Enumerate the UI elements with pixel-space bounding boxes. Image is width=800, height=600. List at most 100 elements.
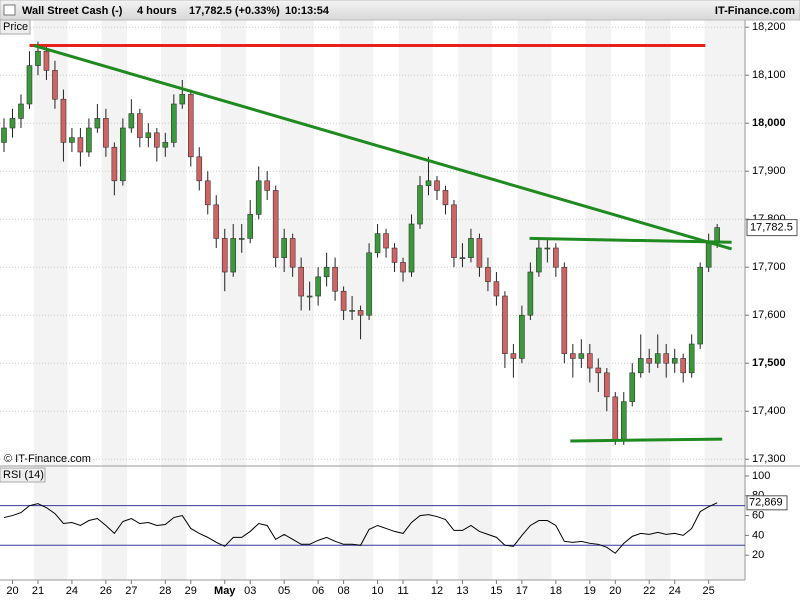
candle-body — [111, 146, 118, 182]
day-band — [644, 20, 671, 580]
x-tick-label: 03 — [244, 585, 256, 597]
candle-body — [171, 103, 177, 143]
candle-body — [705, 242, 712, 268]
day-bands — [33, 20, 745, 580]
header-bar — [0, 0, 800, 21]
candle-body — [264, 180, 270, 191]
candle-body — [306, 295, 313, 298]
y-tick-label: 18,000 — [752, 117, 786, 129]
y-tick-label: 17,500 — [752, 357, 786, 369]
y-tick-label: 17,400 — [752, 405, 786, 417]
candle-body — [663, 353, 670, 364]
candle-body — [434, 180, 440, 191]
candle-body — [620, 401, 627, 441]
rsi-label-box — [0, 467, 46, 483]
day-band — [517, 20, 552, 580]
candle-body — [587, 353, 593, 369]
candle-body — [425, 180, 432, 186]
candle-body — [570, 353, 576, 359]
candle-body — [213, 204, 220, 239]
y-tick-label: 18,100 — [752, 69, 786, 81]
candle-body — [103, 118, 109, 148]
candle-body — [289, 238, 296, 268]
candle-body — [561, 266, 568, 354]
candle-body — [612, 396, 619, 441]
candle-body — [349, 310, 355, 312]
candle-body — [578, 353, 585, 359]
day-band — [279, 20, 314, 580]
x-tick-label: 26 — [100, 585, 112, 597]
x-tick-label: 13 — [456, 585, 468, 597]
last-rsi-label: 72,869 — [749, 497, 783, 509]
candle-body — [52, 70, 58, 100]
candle-body — [145, 132, 152, 138]
trendline — [33, 44, 733, 251]
last-rsi-tag — [746, 495, 788, 511]
x-tick-label: May — [214, 585, 236, 597]
x-tick-label: 24 — [66, 585, 78, 597]
candle-body — [374, 233, 381, 254]
candle-body — [408, 223, 415, 273]
candle-body — [77, 137, 84, 153]
candle-body — [357, 310, 364, 316]
x-tick-label: 22 — [643, 585, 655, 597]
candle-body — [646, 358, 653, 364]
day-band — [220, 20, 246, 580]
candle-body — [629, 372, 636, 402]
candle-body — [137, 113, 143, 138]
candle-body — [255, 180, 262, 215]
candle-body — [680, 358, 687, 374]
time: 10:13:54 — [285, 5, 330, 17]
y-tick-label: 17,700 — [752, 261, 786, 273]
candle-body — [238, 238, 245, 240]
x-tick-label: 08 — [337, 585, 349, 597]
candle-body — [485, 266, 491, 282]
candle-body — [493, 281, 500, 297]
candle-body — [502, 295, 508, 354]
candle-body — [281, 238, 287, 258]
y-tick-label: 40 — [752, 529, 764, 541]
trendline — [529, 236, 732, 244]
day-band — [585, 20, 612, 580]
x-tick-label: 19 — [584, 585, 596, 597]
candle-body — [162, 142, 169, 148]
candle-body — [400, 262, 406, 273]
x-tick-label: 20 — [6, 585, 18, 597]
candle-body — [340, 290, 347, 311]
x-tick-label: 17 — [516, 585, 528, 597]
x-tick-label: 10 — [371, 585, 383, 597]
candle-body — [544, 247, 551, 250]
quote: 17,782.5 (+0.33%) — [189, 5, 280, 17]
x-tick-label: 29 — [185, 585, 197, 597]
candle-body — [536, 247, 542, 273]
x-tick-label: 27 — [125, 585, 137, 597]
x-tick-label: 12 — [431, 585, 443, 597]
candle-body — [323, 266, 330, 278]
candle-body — [637, 358, 644, 374]
candle-body — [221, 238, 228, 273]
y-tick-label: 17,300 — [752, 453, 786, 465]
candle-body — [603, 372, 610, 398]
candle-body — [391, 247, 398, 263]
candle-body — [468, 238, 474, 258]
candle-body — [1, 127, 7, 143]
candle-body — [9, 118, 16, 129]
candle-body — [315, 276, 321, 297]
candle-body — [671, 358, 678, 364]
candle-body — [187, 94, 194, 158]
day-band — [458, 20, 493, 580]
x-tick-label: 18 — [550, 585, 562, 597]
candle-body — [332, 266, 338, 292]
candle-body — [94, 118, 101, 129]
candle-body — [43, 50, 50, 71]
x-tick-label: 21 — [32, 585, 44, 597]
x-tick-label: 20 — [609, 585, 621, 597]
x-tick-label: 05 — [278, 585, 290, 597]
last-price-label: 17,782.5 — [750, 222, 793, 234]
candle-body — [18, 103, 24, 119]
y-tick-label: 18,200 — [752, 21, 786, 33]
instrument: Wall Street Cash (-) — [22, 5, 123, 17]
y-tick-label: 20 — [752, 549, 764, 561]
